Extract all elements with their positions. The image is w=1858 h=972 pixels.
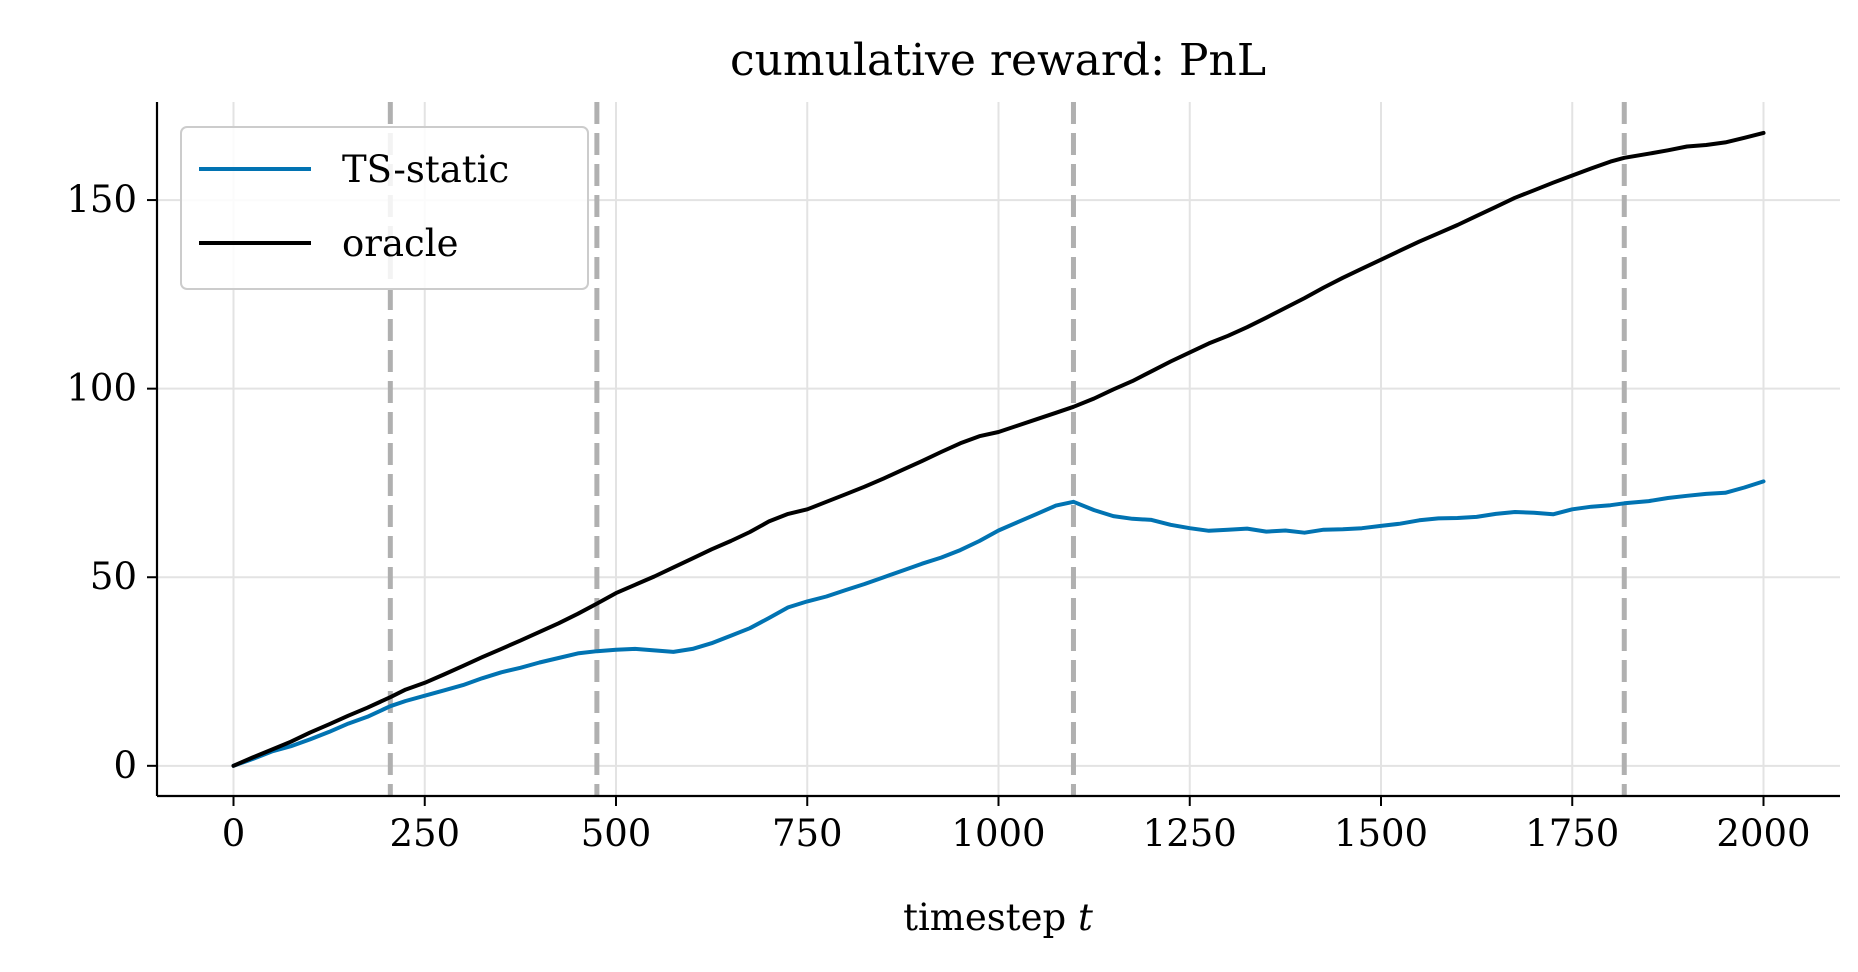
x-tick-label: 750 bbox=[772, 812, 843, 855]
x-tick-label: 2000 bbox=[1716, 812, 1810, 855]
changepoint-lines bbox=[387, 102, 1627, 796]
legend: TS-static oracle bbox=[180, 126, 589, 290]
y-tick-label: 0 bbox=[113, 744, 137, 787]
x-tick-label: 500 bbox=[581, 812, 652, 855]
x-tick-label: 1000 bbox=[951, 812, 1045, 855]
y-tick-label: 100 bbox=[66, 367, 137, 410]
x-axis-label-text: timestep bbox=[903, 896, 1078, 939]
tick-marks: 0 250 500 750 1000 1250 1500 1750 2000 0 50 100 150 bbox=[66, 178, 1810, 855]
series-lines bbox=[231, 130, 1766, 768]
legend-label-ts-static: TS-static bbox=[342, 148, 509, 191]
series-line-ts-static bbox=[231, 479, 1766, 768]
legend-label-oracle: oracle bbox=[342, 222, 458, 265]
chart-title: cumulative reward: PnL bbox=[730, 35, 1266, 86]
y-tick-label: 50 bbox=[90, 555, 137, 598]
y-tick-label: 150 bbox=[66, 178, 137, 221]
x-axis-label: timestep t bbox=[903, 896, 1093, 939]
x-tick-label: 1250 bbox=[1143, 812, 1237, 855]
x-tick-label: 1750 bbox=[1525, 812, 1619, 855]
x-axis-label-variable: t bbox=[1078, 896, 1093, 939]
grid-lines bbox=[157, 102, 1840, 796]
series-line-oracle bbox=[231, 130, 1766, 768]
x-tick-label: 0 bbox=[222, 812, 246, 855]
x-tick-label: 1500 bbox=[1334, 812, 1428, 855]
x-tick-label: 250 bbox=[389, 812, 460, 855]
